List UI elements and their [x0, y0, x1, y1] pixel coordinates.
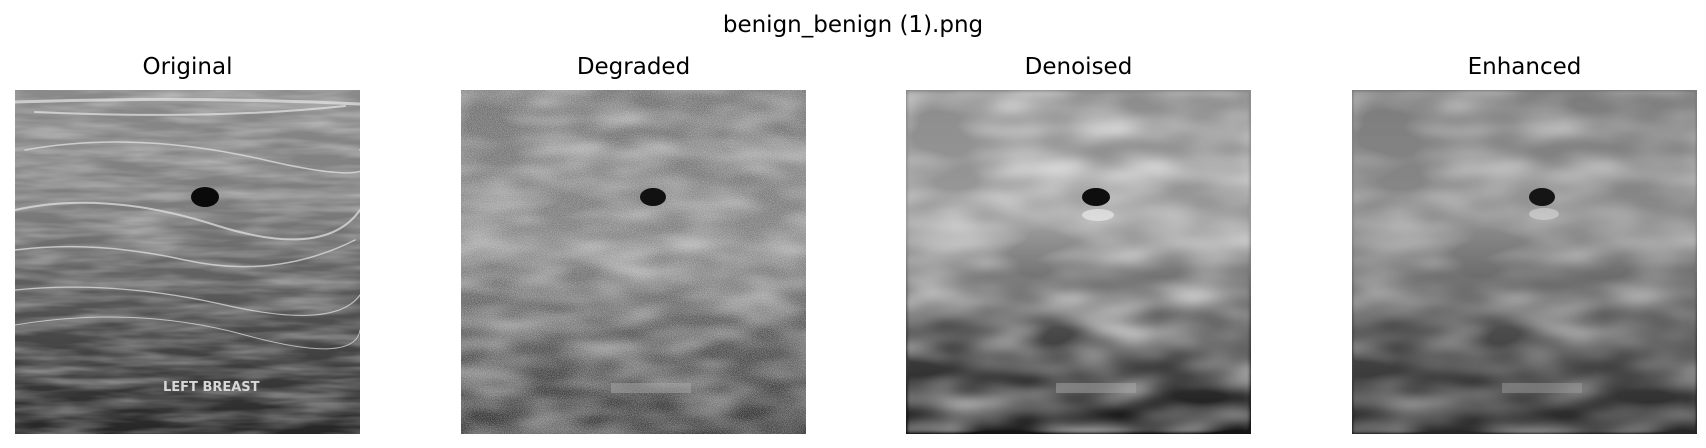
panel-title-enhanced: Enhanced: [1467, 54, 1582, 80]
ultrasound-image-original: LEFT BREAST: [15, 90, 360, 434]
panel-title-degraded: Degraded: [576, 54, 691, 80]
figure-title: benign_benign (1).png: [722, 12, 984, 38]
overlay-text-left-breast: LEFT BREAST: [163, 380, 260, 395]
ultrasound-image-degraded: [461, 90, 806, 434]
ultrasound-image-denoised: [906, 90, 1251, 434]
panel-title-denoised: Denoised: [1024, 54, 1133, 80]
ultrasound-image-enhanced: [1352, 90, 1697, 434]
panel-title-original: Original: [142, 54, 233, 80]
